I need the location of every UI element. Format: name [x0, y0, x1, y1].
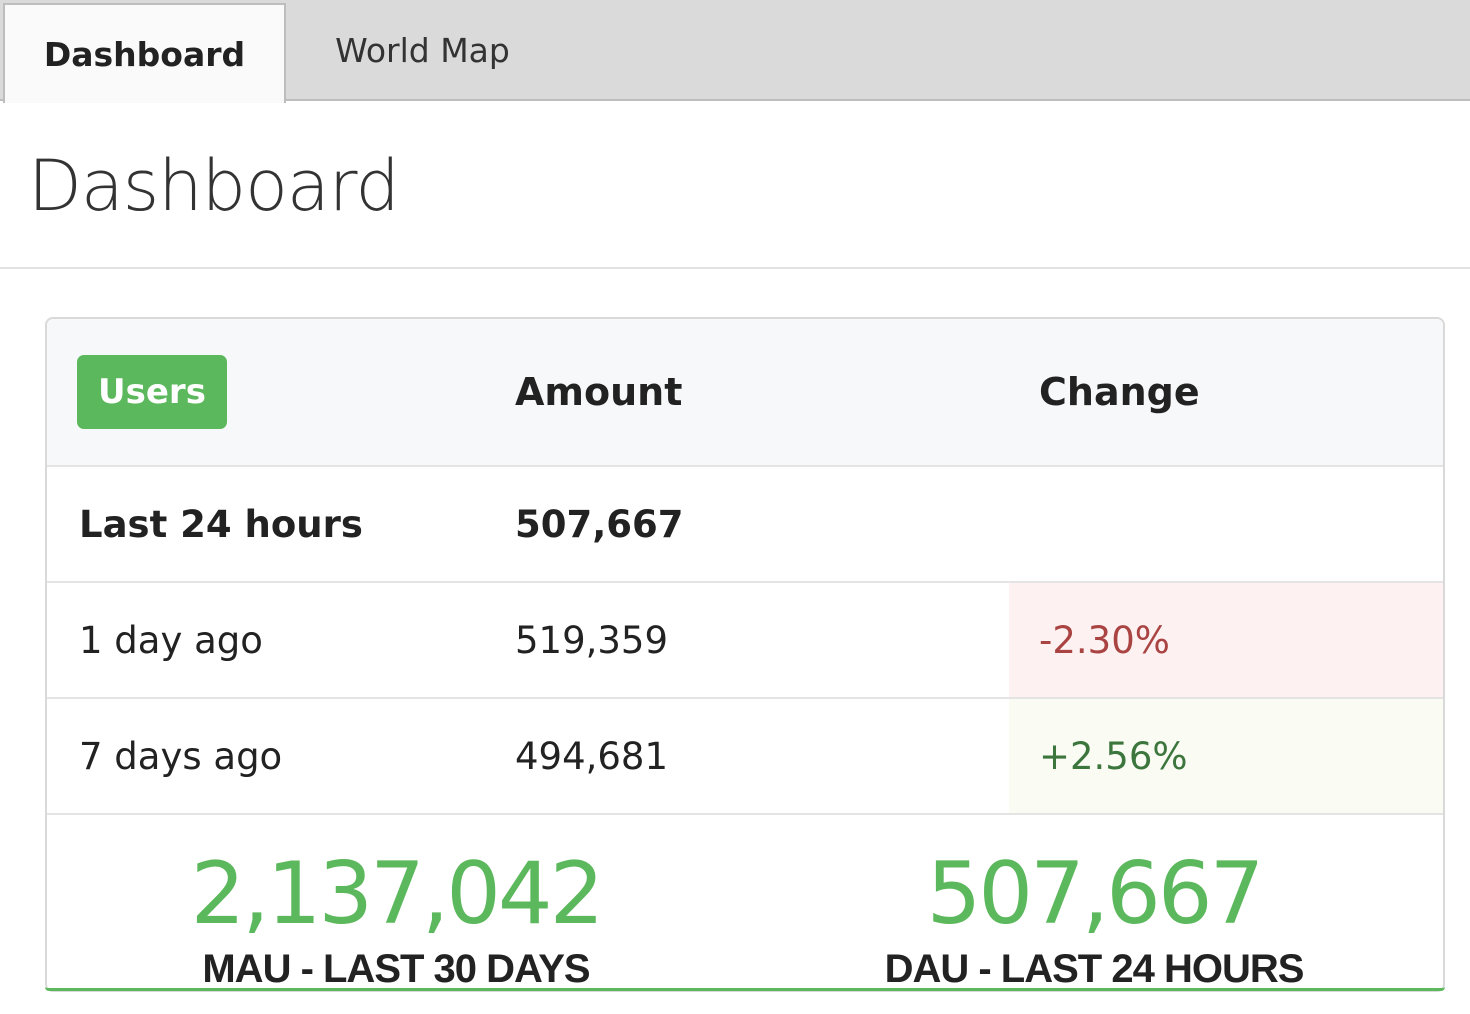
mau-stat: 2,137,042 MAU - LAST 30 DAYS: [47, 839, 745, 989]
page-title: Dashboard: [28, 145, 400, 227]
row-label: 1 day ago: [79, 618, 263, 662]
row-label: 7 days ago: [79, 734, 283, 778]
table-header-row: Users Amount Change: [47, 319, 1443, 467]
table-row: Last 24 hours 507,667: [47, 467, 1443, 583]
mau-label: MAU - LAST 30 DAYS: [202, 947, 590, 991]
amount-column-header: Amount: [515, 370, 683, 414]
mau-value: 2,137,042: [190, 844, 605, 944]
dau-label: DAU - LAST 24 HOURS: [884, 947, 1305, 991]
title-divider: [0, 267, 1470, 269]
card-bottom-accent: [45, 987, 1445, 991]
row-change-positive: +2.56%: [1009, 699, 1443, 813]
row-amount: 507,667: [515, 502, 684, 546]
row-amount: 494,681: [515, 734, 669, 778]
users-stats-card: Users Amount Change Last 24 hours 507,66…: [45, 317, 1445, 992]
table-row: 1 day ago 519,359 -2.30%: [47, 583, 1443, 699]
change-column-header: Change: [1039, 370, 1200, 414]
row-change-negative: -2.30%: [1009, 583, 1443, 697]
users-badge: Users: [77, 355, 227, 429]
tab-dashboard[interactable]: Dashboard: [3, 3, 286, 103]
tab-bar: Dashboard World Map: [0, 0, 1470, 103]
dau-value: 507,667: [926, 844, 1265, 944]
row-label: Last 24 hours: [79, 502, 363, 546]
tab-world-map[interactable]: World Map: [335, 31, 510, 70]
dau-stat: 507,667 DAU - LAST 24 HOURS: [745, 839, 1443, 989]
table-row: 7 days ago 494,681 +2.56%: [47, 699, 1443, 815]
row-change: [1009, 467, 1443, 581]
row-amount: 519,359: [515, 618, 669, 662]
